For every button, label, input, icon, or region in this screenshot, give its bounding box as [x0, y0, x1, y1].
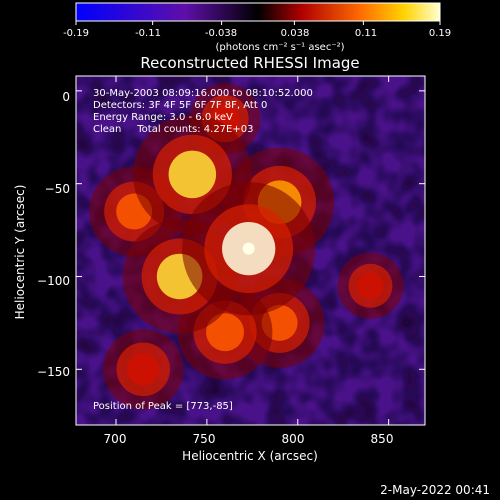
colorbar-tick-label-2: -0.038	[205, 28, 237, 39]
annotation-detectors: Detectors: 3F 4F 5F 6F 7F 8F, Att 0	[93, 100, 267, 111]
colorbar-unit-label: (photons cm⁻² s⁻¹ asec⁻²)	[215, 42, 344, 53]
source-core-2	[127, 353, 160, 386]
y-axis-label: Heliocentric Y (arcsec)	[13, 185, 27, 320]
annotation-energy-range: Energy Range: 3.0 - 6.0 keV	[93, 112, 233, 123]
y-tick-label-1: −50	[45, 182, 70, 196]
y-tick-label-3: −150	[37, 365, 70, 379]
y-tick-label-0: 0	[62, 90, 70, 104]
colorbar-gradient	[75, 2, 441, 22]
x-tick-label-2: 800	[282, 432, 305, 446]
colorbar-tick-label-3: 0.038	[281, 28, 310, 39]
peak-marker	[242, 242, 255, 255]
colorbar-tick-label-0: -0.19	[63, 28, 89, 39]
colorbar-tick-label-1: -0.11	[135, 28, 161, 39]
y-tick-label-2: −100	[37, 274, 70, 288]
source-core-5	[206, 313, 245, 352]
colorbar-tick-label-4: 0.11	[355, 28, 377, 39]
annotation-time-range: 30-May-2003 08:09:16.000 to 08:10:52.000	[93, 88, 313, 99]
x-tick-label-1: 750	[193, 432, 216, 446]
x-axis-label: Heliocentric X (arcsec)	[182, 449, 318, 463]
heatmap-sources	[89, 83, 404, 410]
plot-frame	[75, 75, 426, 426]
heatmap-image	[76, 76, 425, 425]
source-core-0	[357, 272, 384, 299]
colorbar-tick-label-5: 0.19	[429, 28, 451, 39]
generation-date: 2-May-2022 00:41	[380, 483, 490, 497]
colorbar-ticks	[75, 21, 441, 25]
chart-title: Reconstructed RHESSI Image	[140, 54, 359, 72]
annotation-total-counts: Clean Total counts: 4.27E+03	[93, 124, 253, 135]
x-tick-label-3: 850	[371, 432, 394, 446]
axis-ticks	[76, 76, 425, 425]
x-tick-label-0: 700	[104, 432, 127, 446]
source-core-8	[168, 150, 217, 199]
peak-position-label: Position of Peak = [773,-85]	[93, 401, 233, 412]
